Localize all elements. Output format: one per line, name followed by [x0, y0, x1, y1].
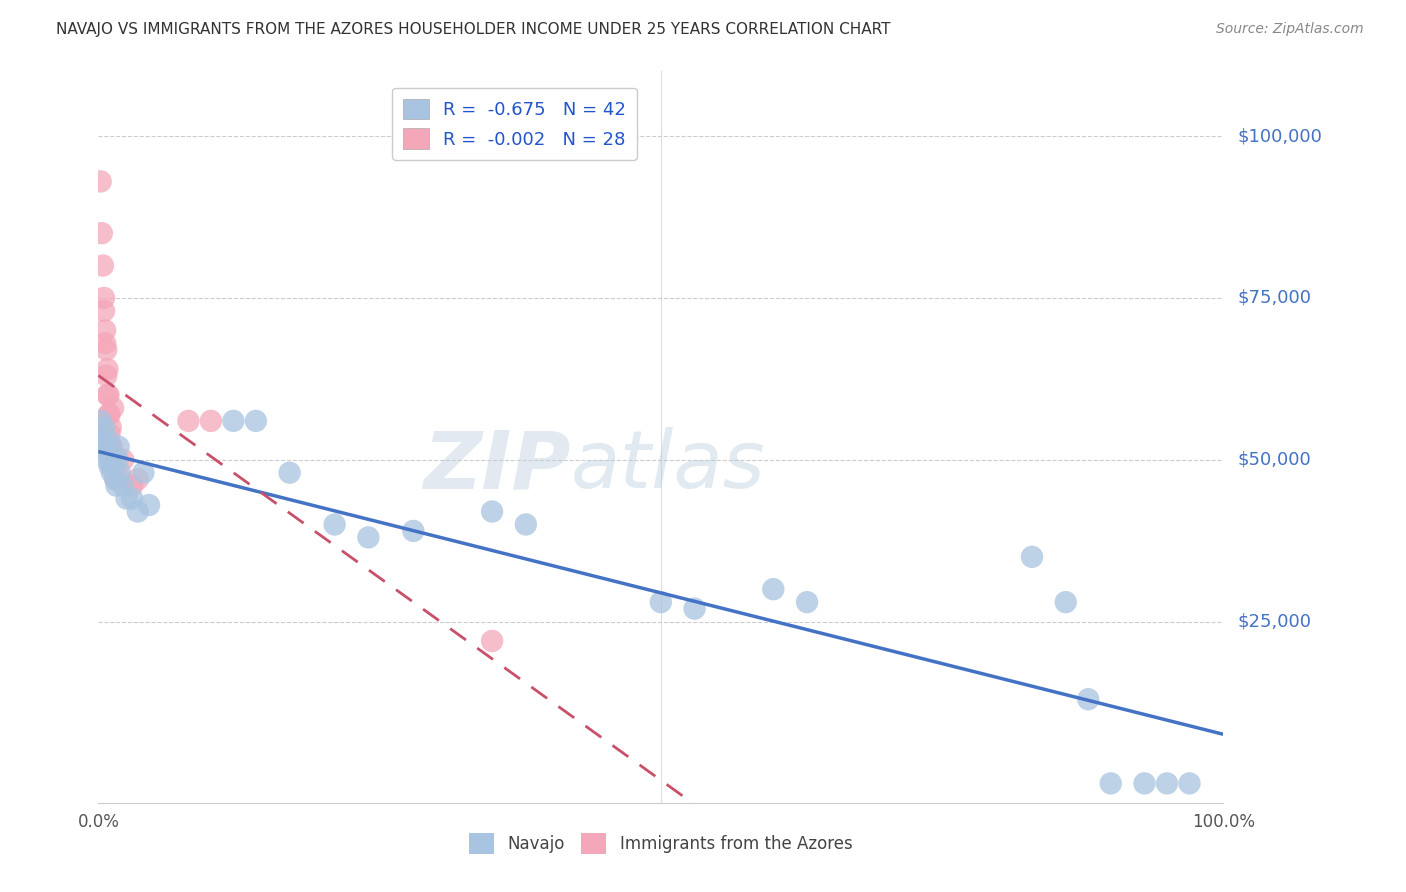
Point — [90, 226, 112, 240]
Legend: Navajo, Immigrants from the Azores: Navajo, Immigrants from the Azores — [463, 827, 859, 860]
Point — [98, 408, 121, 422]
Point — [100, 446, 122, 460]
Point — [90, 414, 112, 428]
Point — [481, 634, 503, 648]
Point — [100, 420, 122, 434]
Point — [1077, 692, 1099, 706]
Point — [107, 440, 129, 454]
Point — [1021, 549, 1043, 564]
Point — [97, 434, 120, 448]
Point — [683, 601, 706, 615]
Point — [101, 459, 124, 474]
Point — [402, 524, 425, 538]
Point — [796, 595, 818, 609]
Point — [127, 504, 149, 518]
Point — [138, 498, 160, 512]
Point — [104, 472, 127, 486]
Text: $50,000: $50,000 — [1237, 450, 1310, 468]
Point — [101, 401, 124, 415]
Point — [107, 452, 129, 467]
Point — [93, 420, 115, 434]
Point — [96, 368, 118, 383]
Point — [112, 452, 135, 467]
Point — [96, 446, 118, 460]
Point — [357, 530, 380, 544]
Text: $75,000: $75,000 — [1237, 289, 1312, 307]
Point — [108, 466, 131, 480]
Point — [94, 323, 117, 337]
Point — [101, 452, 124, 467]
Point — [93, 303, 115, 318]
Point — [101, 466, 124, 480]
Point — [200, 414, 222, 428]
Point — [323, 517, 346, 532]
Point — [91, 259, 114, 273]
Point — [104, 472, 127, 486]
Point — [96, 343, 118, 357]
Point — [515, 517, 537, 532]
Point — [115, 491, 138, 506]
Point — [121, 491, 143, 506]
Text: ZIP: ZIP — [423, 427, 571, 506]
Point — [121, 478, 143, 492]
Point — [177, 414, 200, 428]
Point — [127, 472, 149, 486]
Point — [97, 408, 120, 422]
Text: atlas: atlas — [571, 427, 766, 506]
Point — [1133, 776, 1156, 790]
Point — [222, 414, 245, 428]
Point — [1054, 595, 1077, 609]
Point — [90, 174, 112, 188]
Text: NAVAJO VS IMMIGRANTS FROM THE AZORES HOUSEHOLDER INCOME UNDER 25 YEARS CORRELATI: NAVAJO VS IMMIGRANTS FROM THE AZORES HOU… — [56, 22, 891, 37]
Point — [101, 440, 124, 454]
Point — [98, 459, 121, 474]
Point — [1156, 776, 1178, 790]
Point — [90, 426, 112, 441]
Point — [110, 472, 132, 486]
Point — [650, 595, 672, 609]
Point — [132, 466, 155, 480]
Point — [245, 414, 267, 428]
Text: Source: ZipAtlas.com: Source: ZipAtlas.com — [1216, 22, 1364, 37]
Point — [94, 336, 117, 351]
Point — [112, 478, 135, 492]
Point — [93, 291, 115, 305]
Text: $100,000: $100,000 — [1237, 127, 1322, 145]
Point — [278, 466, 301, 480]
Point — [96, 362, 118, 376]
Point — [762, 582, 785, 597]
Point — [96, 388, 118, 402]
Point — [105, 478, 128, 492]
Point — [98, 426, 121, 441]
Point — [91, 434, 114, 448]
Point — [1178, 776, 1201, 790]
Point — [96, 452, 118, 467]
Point — [94, 440, 117, 454]
Point — [97, 388, 120, 402]
Text: $25,000: $25,000 — [1237, 613, 1312, 631]
Point — [481, 504, 503, 518]
Point — [100, 440, 122, 454]
Point — [1099, 776, 1122, 790]
